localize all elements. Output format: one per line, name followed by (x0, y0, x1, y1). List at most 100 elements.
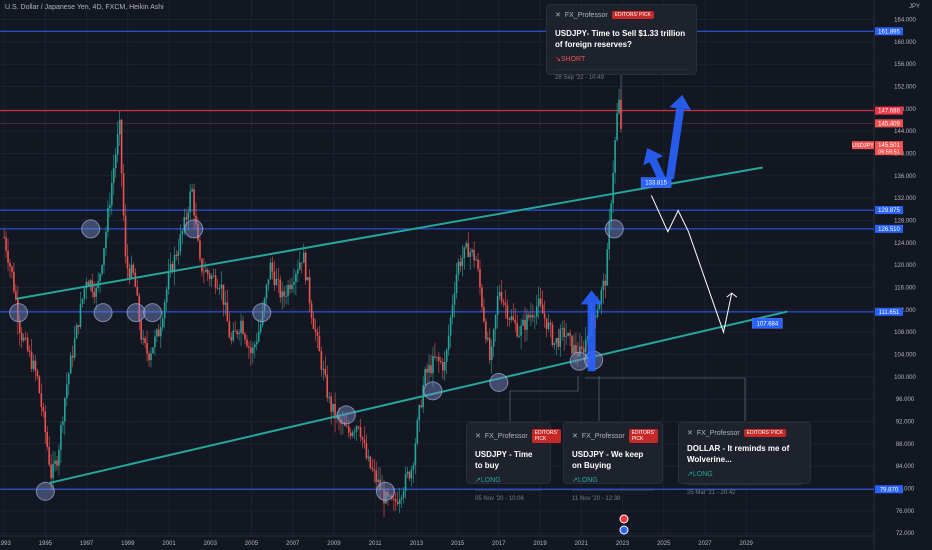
idea-card-wolverine[interactable]: ✕ FX_Professor EDITORS' PICK DOLLAR - It… (678, 422, 811, 496)
idea-author[interactable]: FX_Professor (564, 11, 608, 19)
touch-point-circle (489, 372, 509, 392)
candle-body (189, 191, 191, 213)
candle-body (169, 263, 172, 273)
idea-card-sell-reserves[interactable]: ✕ FX_Professor EDITORS' PICK USDJPY- Tim… (546, 4, 697, 81)
candle-body (52, 463, 54, 479)
candle-body (557, 338, 560, 347)
candle-body (163, 302, 166, 319)
touch-point-circle (81, 219, 101, 239)
target-price-label: 107.684 (757, 321, 779, 327)
candle-body (318, 335, 321, 352)
candle-body (379, 479, 381, 490)
candle-body (581, 346, 583, 349)
candle-body (261, 310, 264, 325)
candle-body (13, 271, 15, 292)
candle-body (136, 286, 139, 296)
idea-author[interactable]: FX_Professor (581, 432, 625, 440)
candle-body (438, 356, 440, 361)
candle-body (420, 405, 423, 408)
candle-body (69, 355, 72, 374)
candle-body (34, 360, 37, 371)
candle-body (246, 339, 248, 347)
candle-body (396, 501, 399, 504)
card-divider (687, 484, 802, 485)
level-price-tag (875, 485, 903, 494)
candle-body (463, 247, 466, 259)
candle-body (498, 292, 501, 297)
candle-body (553, 342, 556, 345)
idea-date: 11 Nov '20 - 12:38 (572, 496, 621, 502)
candle-body (7, 250, 9, 263)
candle-body (224, 302, 227, 305)
idea-title[interactable]: USDJPY - Time to buy (475, 450, 533, 470)
candle-body (600, 290, 603, 304)
candle-body (9, 262, 11, 267)
candle-body (259, 324, 262, 332)
time-tick-label: 2009 (327, 541, 341, 547)
candle-body (193, 189, 195, 216)
price-tick-label: 80.000 (896, 487, 915, 493)
candle-body (606, 249, 609, 286)
candle-body (67, 373, 70, 385)
idea-title[interactable]: USDJPY- Time to Sell $1.33 trillion of f… (555, 29, 686, 49)
idea-author[interactable]: FX_Professor (696, 429, 740, 437)
price-tick-label: 124.000 (894, 241, 916, 247)
candle-body (488, 337, 491, 361)
candle-body (383, 488, 385, 504)
candle-body (394, 499, 397, 502)
candle-body (99, 273, 101, 282)
idea-card-keep-buying[interactable]: ✕ FX_Professor EDITORS' PICK USDJPY - We… (563, 422, 663, 502)
time-tick-label: 1993 (0, 541, 11, 547)
candle-body (528, 314, 530, 318)
time-tick-label: 2021 (575, 541, 589, 547)
price-tick-label: 152.000 (894, 85, 916, 91)
candle-body (36, 370, 39, 377)
candle-body (93, 292, 96, 298)
idea-author[interactable]: FX_Professor (484, 432, 528, 440)
card-divider (555, 69, 688, 70)
candle-body (159, 327, 162, 337)
candle-body (32, 360, 35, 369)
candle-body (208, 274, 211, 280)
projected-path-line (650, 195, 733, 335)
candle-body (604, 280, 607, 286)
candle-body (347, 426, 350, 433)
candle-body (526, 314, 528, 330)
candle-body (518, 335, 520, 337)
price-tick-label: 104.000 (894, 353, 916, 359)
author-logo-icon: ✕ (687, 430, 693, 437)
candle-body (87, 282, 90, 286)
candle-body (62, 421, 64, 426)
candle-body (545, 318, 548, 330)
candle-body (128, 268, 131, 278)
candle-body (24, 337, 27, 339)
candle-body (236, 330, 238, 335)
candle-body (426, 368, 428, 373)
candle-body (101, 265, 103, 274)
candle-body (300, 262, 303, 264)
candle-body (134, 272, 137, 287)
current-price-label: 145.501 (878, 143, 900, 149)
idea-title[interactable]: USDJPY - We keep on Buying (572, 450, 644, 470)
editors-pick-badge: EDITORS' PICK (628, 429, 658, 443)
candle-body (457, 261, 460, 275)
candle-body (44, 411, 47, 433)
candle-body (520, 325, 522, 336)
candle-body (150, 353, 152, 361)
candle-body (122, 173, 125, 216)
idea-title[interactable]: DOLLAR - It reminds me of Wolverine... (687, 444, 790, 464)
candle-body (175, 254, 178, 257)
candle-body (152, 347, 154, 354)
candle-body (449, 317, 452, 336)
candle-body (359, 427, 362, 438)
idea-direction-label: SHORT (560, 56, 586, 63)
candle-body (306, 277, 309, 281)
time-tick-label: 2011 (369, 541, 383, 547)
idea-card-time-to-buy[interactable]: ✕ FX_Professor EDITORS' PICK USDJPY - Ti… (466, 422, 561, 502)
candle-body (269, 262, 272, 280)
candle-body (179, 234, 182, 252)
candle-body (71, 355, 74, 358)
price-tick-label: 136.000 (894, 174, 916, 180)
event-marker-icon (619, 514, 629, 524)
candle-body (596, 309, 599, 318)
